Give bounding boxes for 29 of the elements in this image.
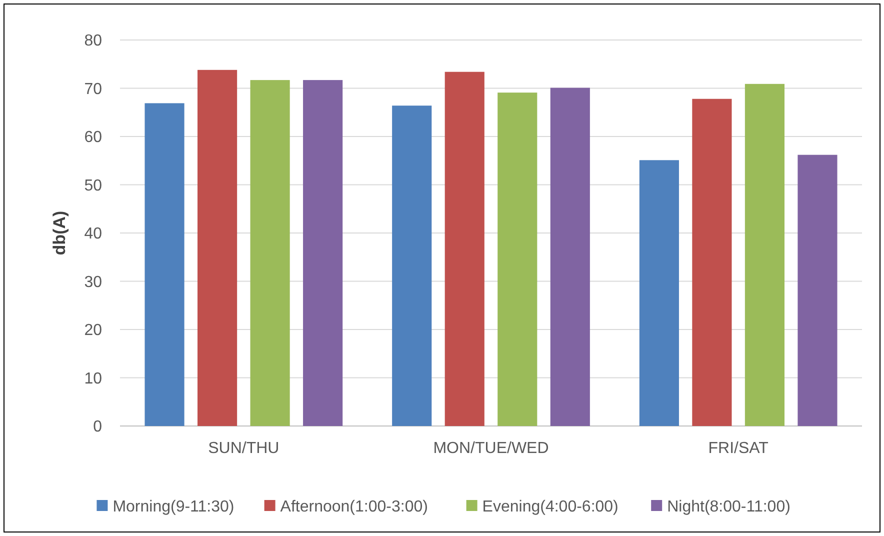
x-tick-label: FRI/SAT (708, 440, 769, 457)
bar (498, 92, 538, 426)
bar (144, 103, 184, 426)
bar (250, 80, 290, 426)
bar (198, 70, 238, 426)
y-axis-title: db(A) (50, 210, 69, 256)
bar (303, 80, 343, 426)
x-tick-label: MON/TUE/WED (433, 440, 549, 457)
legend-label: Morning(9-11:30) (112, 498, 234, 516)
bar (392, 106, 432, 426)
bar (550, 88, 590, 426)
bar (639, 160, 679, 426)
legend-label: Evening(4:00-6:00) (482, 498, 618, 516)
bar (444, 72, 484, 426)
bar (798, 154, 838, 426)
y-tick-label: 0 (93, 418, 102, 436)
y-tick-label: 40 (84, 226, 102, 243)
x-tick-label: SUN/THU (208, 440, 280, 457)
y-tick-label: 80 (84, 32, 102, 50)
y-tick-label: 70 (84, 80, 102, 98)
y-tick-label: 20 (84, 322, 102, 340)
legend-label: Afternoon(1:00-3:00) (280, 498, 428, 516)
y-tick-label: 30 (84, 274, 102, 291)
bar (692, 98, 732, 426)
y-tick-label: 50 (84, 177, 102, 194)
y-tick-label: 60 (84, 129, 102, 146)
y-tick-label: 10 (84, 370, 102, 388)
bar (744, 84, 784, 426)
legend-label: Night(8:00-11:00) (667, 498, 790, 516)
